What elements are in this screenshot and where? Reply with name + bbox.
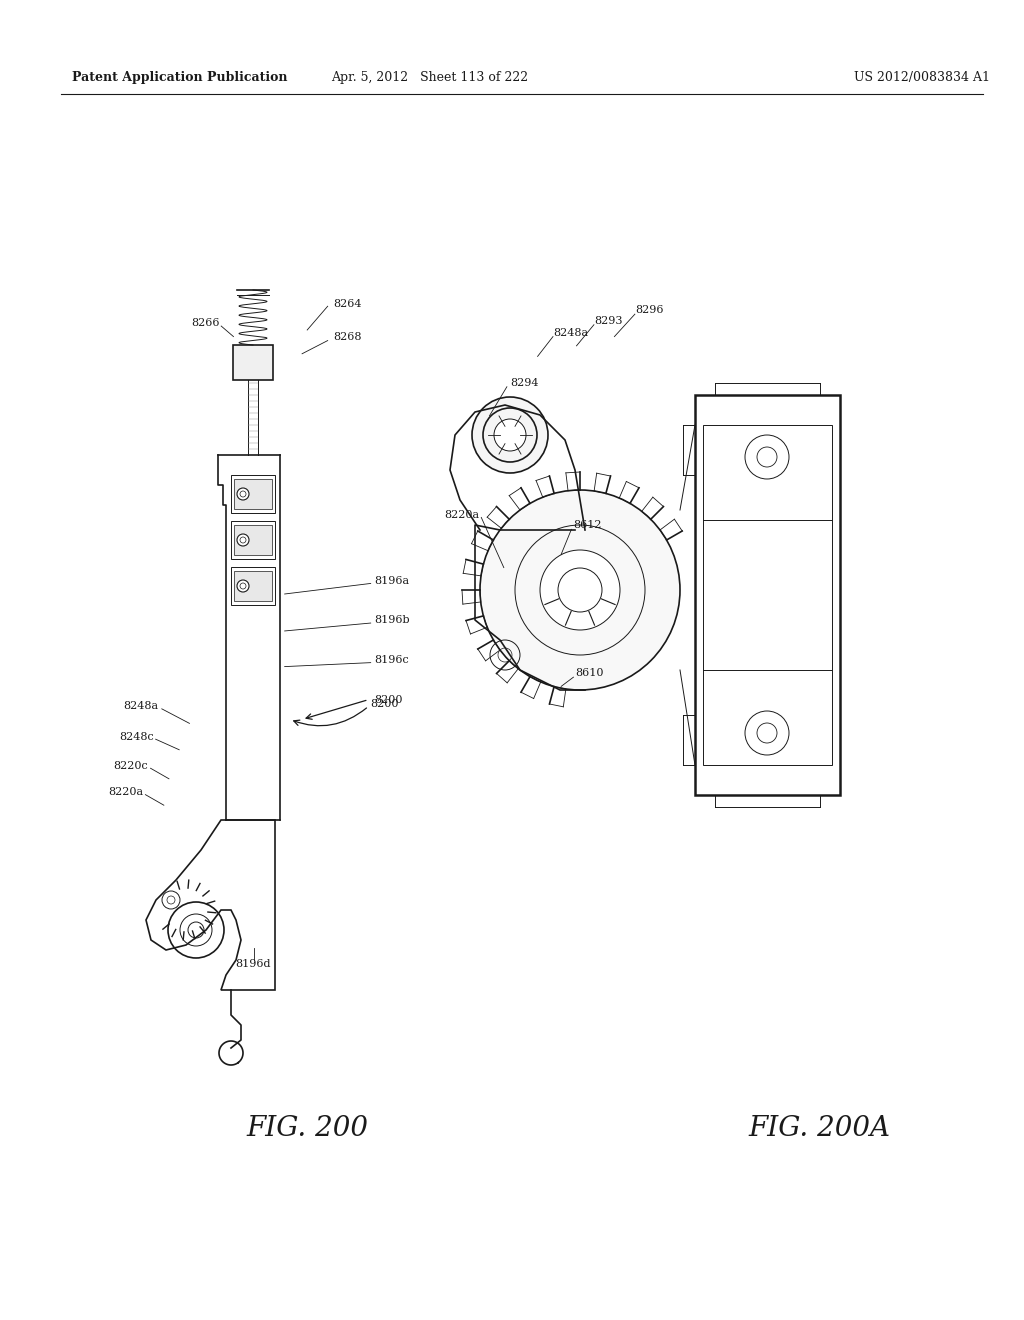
- Text: 8196b: 8196b: [374, 615, 410, 626]
- Text: 8200: 8200: [371, 698, 399, 709]
- Bar: [695, 395, 840, 795]
- Text: Patent Application Publication: Patent Application Publication: [72, 71, 287, 84]
- Circle shape: [237, 535, 249, 546]
- Circle shape: [237, 579, 249, 591]
- Text: US 2012/0083834 A1: US 2012/0083834 A1: [854, 71, 989, 84]
- Bar: [231, 475, 275, 513]
- Bar: [231, 521, 275, 558]
- Bar: [703, 425, 831, 766]
- Text: Apr. 5, 2012   Sheet 113 of 222: Apr. 5, 2012 Sheet 113 of 222: [332, 71, 528, 84]
- Bar: [233, 345, 273, 380]
- Text: 8196c: 8196c: [374, 655, 409, 665]
- Text: 8196a: 8196a: [374, 576, 409, 586]
- Text: 8266: 8266: [191, 318, 220, 329]
- Text: 8248a: 8248a: [553, 327, 588, 338]
- Circle shape: [480, 490, 680, 690]
- Text: 8248a: 8248a: [124, 701, 159, 711]
- Circle shape: [472, 397, 548, 473]
- Text: 8220a: 8220a: [109, 787, 143, 797]
- Text: 8296: 8296: [635, 305, 664, 315]
- Bar: [231, 568, 275, 605]
- Circle shape: [540, 550, 620, 630]
- Text: 8264: 8264: [333, 298, 361, 309]
- Text: FIG. 200: FIG. 200: [246, 1115, 369, 1142]
- Text: 8248c: 8248c: [119, 731, 154, 742]
- Text: 8220c: 8220c: [114, 760, 148, 771]
- Bar: [234, 572, 272, 601]
- Text: 8612: 8612: [573, 520, 602, 531]
- Text: 8610: 8610: [575, 668, 604, 678]
- Bar: [234, 479, 272, 510]
- Circle shape: [494, 418, 526, 451]
- Circle shape: [237, 488, 249, 500]
- Text: FIG. 200A: FIG. 200A: [749, 1115, 890, 1142]
- Text: 8200: 8200: [374, 694, 402, 705]
- Text: 8220a: 8220a: [444, 510, 479, 520]
- Text: 8196d: 8196d: [236, 958, 271, 969]
- Text: 8294: 8294: [510, 378, 539, 388]
- Bar: [234, 525, 272, 554]
- Text: 8293: 8293: [594, 315, 623, 326]
- Text: 8268: 8268: [333, 331, 361, 342]
